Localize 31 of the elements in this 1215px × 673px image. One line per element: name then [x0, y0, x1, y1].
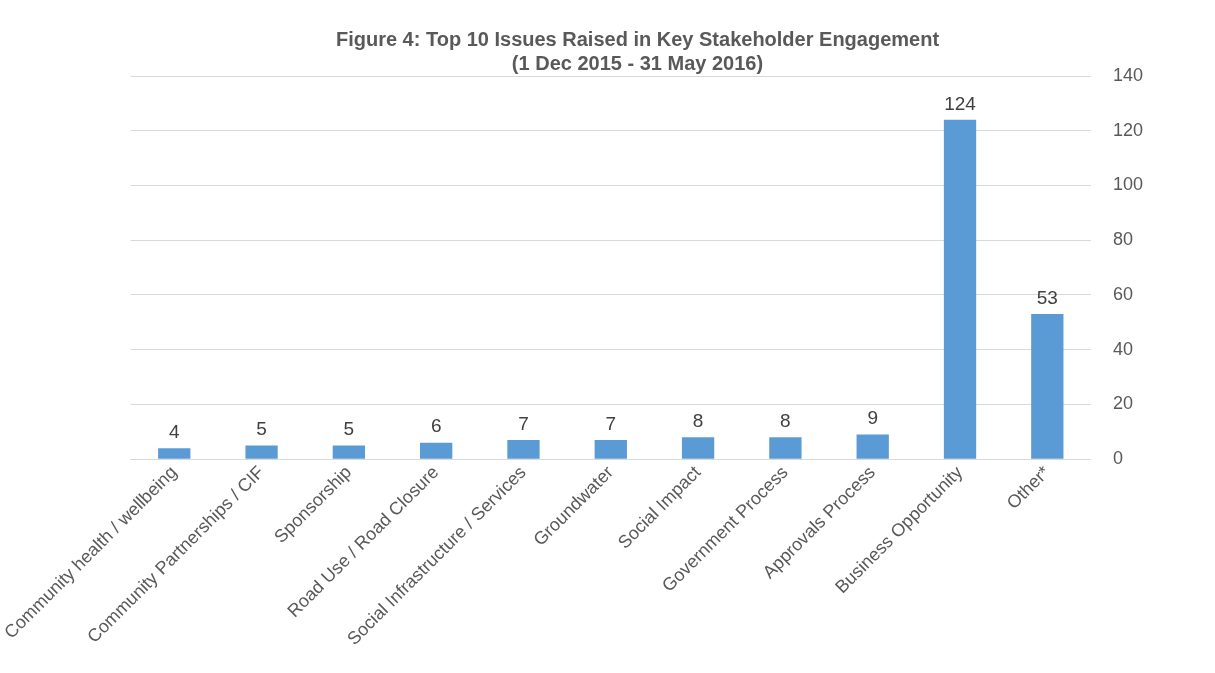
data-label: 9	[867, 407, 878, 429]
bar	[594, 439, 627, 459]
data-label: 5	[256, 418, 267, 440]
bar	[769, 437, 802, 459]
bar	[1031, 314, 1064, 459]
data-label: 7	[518, 412, 529, 434]
bar	[856, 434, 889, 459]
y-tick-label: 0	[1112, 448, 1123, 469]
bar	[943, 119, 977, 459]
bar	[332, 445, 366, 459]
data-label: 8	[692, 409, 704, 431]
data-label: 5	[343, 418, 355, 440]
data-label: 7	[605, 412, 617, 434]
data-label: 53	[1036, 286, 1058, 308]
y-tick-label: 20	[1112, 393, 1133, 414]
y-tick-label: 40	[1112, 338, 1133, 359]
data-label: 6	[430, 415, 442, 437]
y-tick-label: 120	[1112, 119, 1144, 140]
y-tick-label: 60	[1112, 283, 1133, 304]
y-tick-label: 140	[1112, 64, 1144, 85]
chart-title: Figure 4: Top 10 Issues Raised in Key Stakeholder Engagement (1 Dec 2015 - 31 May 2016)	[335, 27, 940, 74]
bar	[420, 442, 453, 459]
y-tick-label: 80	[1112, 229, 1133, 250]
bar	[158, 448, 191, 459]
data-label: 124	[944, 92, 977, 114]
bar	[245, 445, 278, 459]
bar	[681, 437, 715, 459]
y-tick-label: 100	[1112, 174, 1144, 195]
bar	[507, 439, 540, 459]
data-label: 4	[168, 420, 180, 442]
data-label: 8	[780, 409, 791, 431]
